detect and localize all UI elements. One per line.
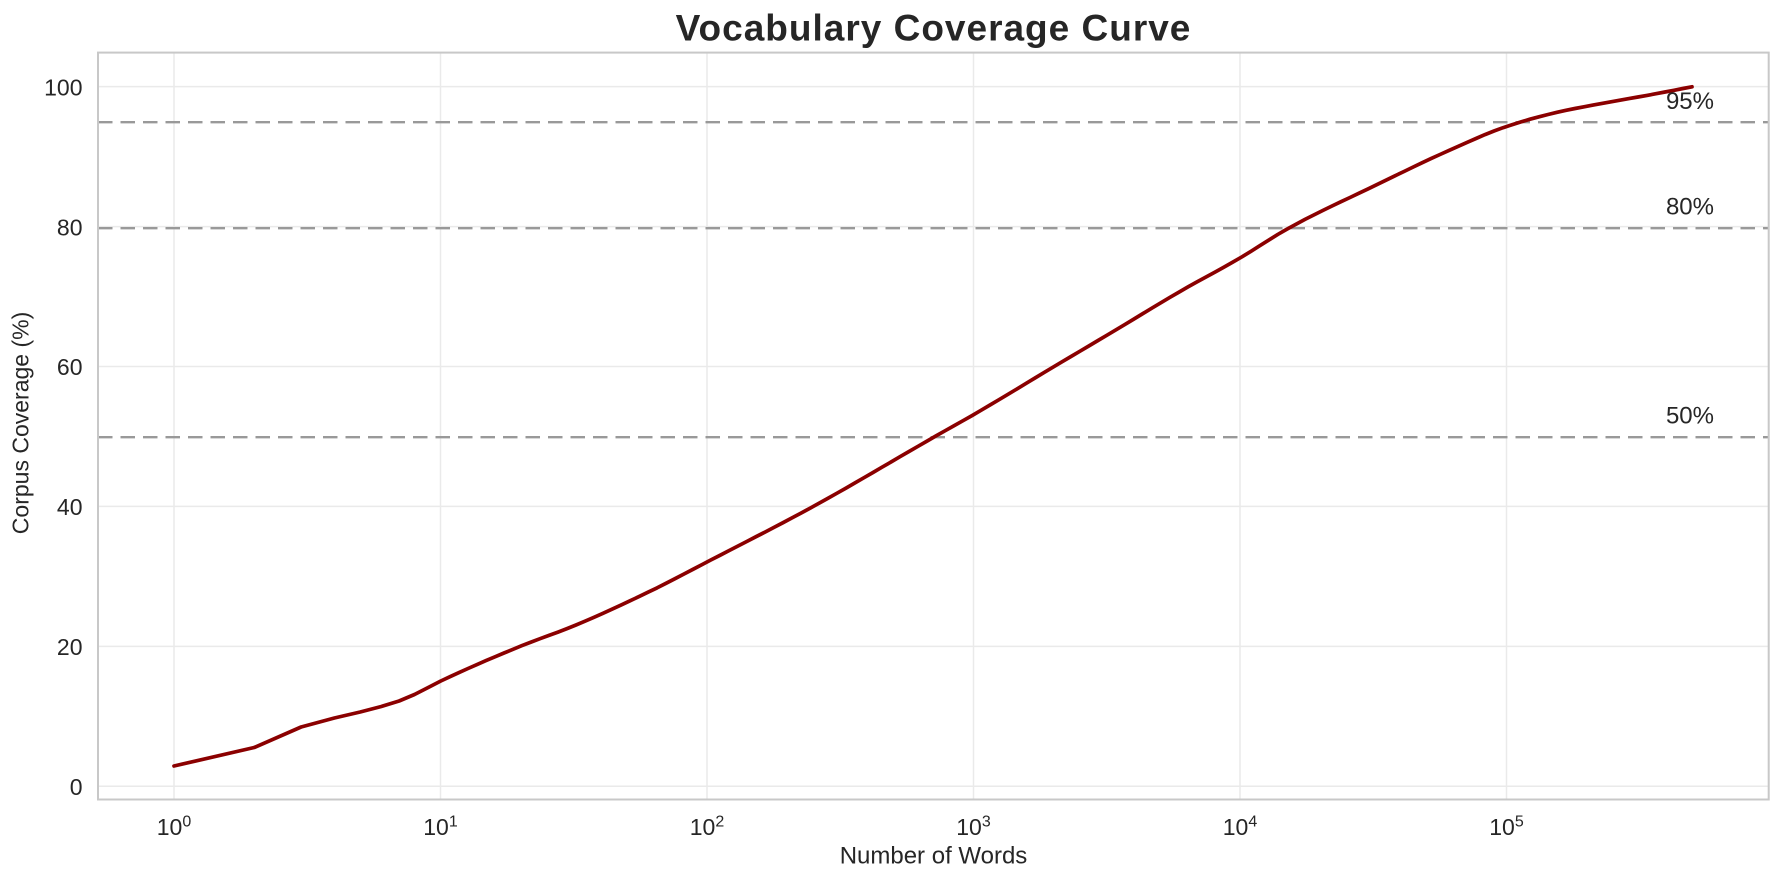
svg-text:100: 100	[44, 74, 82, 100]
svg-text:Vocabulary Coverage Curve: Vocabulary Coverage Curve	[676, 8, 1192, 49]
svg-text:Corpus Coverage (%): Corpus Coverage (%)	[7, 312, 33, 534]
svg-text:0: 0	[70, 774, 83, 800]
svg-text:Number of Words: Number of Words	[840, 843, 1028, 870]
svg-text:40: 40	[57, 494, 83, 520]
svg-text:60: 60	[57, 354, 83, 380]
svg-text:80%: 80%	[1666, 194, 1714, 221]
svg-text:50%: 50%	[1666, 403, 1714, 430]
svg-text:80: 80	[57, 214, 83, 240]
svg-text:95%: 95%	[1666, 88, 1714, 115]
svg-text:20: 20	[57, 634, 83, 660]
